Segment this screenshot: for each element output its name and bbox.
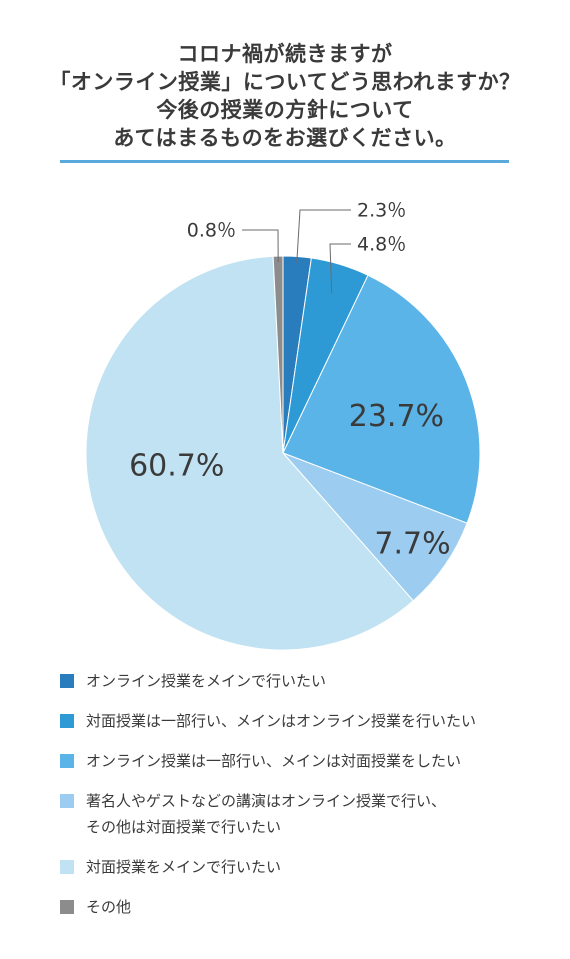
pie-slice: [282, 274, 481, 524]
legend-swatch: [60, 714, 74, 728]
legend-label: 対面授業をメインで行いたい: [86, 858, 282, 876]
title-line-1: コロナ禍が続きますが: [177, 42, 393, 66]
leader-line: [296, 209, 351, 263]
legend-swatch: [60, 754, 74, 768]
legend-swatch: [60, 794, 74, 808]
legend-item: 対面授業をメインで行いたい: [60, 854, 540, 880]
title-divider: [60, 160, 509, 163]
leader-line: [242, 229, 279, 262]
slice-value-label: 60.7%: [129, 449, 224, 484]
legend-item: オンライン授業は一部行い、メインは対面授業をしたい: [60, 748, 540, 774]
legend-item: 著名人やゲストなどの講演はオンライン授業で行い、 その他は対面授業で行いたい: [60, 788, 540, 840]
legend-item: その他: [60, 894, 540, 920]
legend-label: 対面授業は一部行い、メインはオンライン授業を行いたい: [86, 712, 477, 730]
legend-swatch: [60, 900, 74, 914]
pie-chart: 2.3％ 4.8％ 23.7% 7.7% 60.7% 0.8％: [85, 200, 481, 651]
title-line-4: あてはまるものをお選びください。: [113, 126, 457, 150]
slice-value-label: 0.8％: [187, 220, 236, 242]
legend-swatch: [60, 674, 74, 688]
title-line-2: 「オンライン授業」についてどう思われますか？: [49, 70, 521, 94]
legend-label: オンライン授業は一部行い、メインは対面授業をしたい: [86, 752, 462, 770]
slice-value-label: 2.3％: [357, 200, 406, 222]
chart-title: コロナ禍が続きますが 「オンライン授業」についてどう思われますか？ 今後の授業の…: [0, 40, 570, 152]
slice-value-label: 7.7%: [374, 526, 450, 561]
legend-item: 対面授業は一部行い、メインはオンライン授業を行いたい: [60, 708, 540, 734]
slice-value-label: 23.7%: [349, 399, 444, 434]
legend-swatch: [60, 860, 74, 874]
leader-line: [329, 243, 351, 293]
legend-label: その他: [86, 898, 132, 916]
legend-item: オンライン授業をメインで行いたい: [60, 668, 540, 694]
legend-label: オンライン授業をメインで行いたい: [86, 672, 327, 690]
pie-slice: [282, 452, 468, 602]
title-line-3: 今後の授業の方針について: [156, 98, 414, 122]
pie-slice: [85, 255, 414, 651]
slice-value-label: 4.8％: [357, 234, 406, 256]
legend-label: 著名人やゲストなどの講演はオンライン授業で行い、 その他は対面授業で行いたい: [86, 792, 447, 836]
legend: オンライン授業をメインで行いたい 対面授業は一部行い、メインはオンライン授業を行…: [60, 668, 540, 920]
